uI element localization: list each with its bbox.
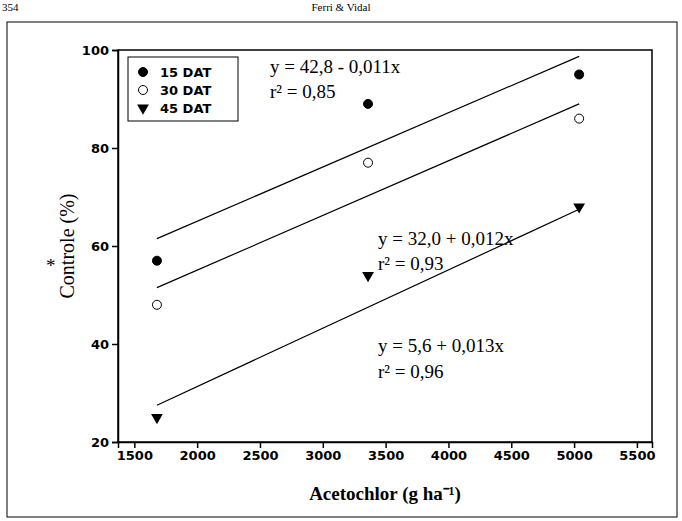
annotation: * <box>46 255 56 276</box>
x-tick: 5500 <box>619 442 655 463</box>
legend-label: 15 DAT <box>160 65 211 80</box>
marker <box>364 158 373 167</box>
marker <box>364 99 373 108</box>
x-tick-label: 2000 <box>180 448 216 463</box>
x-axis: 1500 2000 2500 3000 3500 4000 4500 5000 5500 <box>117 442 656 463</box>
y-tick-label: 80 <box>91 141 109 156</box>
x-tick-label: 4500 <box>494 448 530 463</box>
page-number: 354 <box>2 1 19 13</box>
x-tick-mark <box>574 442 576 448</box>
x-tick-label: 3000 <box>305 448 341 463</box>
x-tick: 5000 <box>557 442 593 463</box>
x-tick: 3500 <box>368 442 404 463</box>
x-axis-line <box>119 443 653 449</box>
y-tick: 80 <box>91 141 118 156</box>
x-tick-mark <box>197 442 199 448</box>
x-tick-mark <box>511 442 513 448</box>
legend-label: 45 DAT <box>160 101 211 116</box>
x-tick: 4000 <box>431 442 467 463</box>
y-tick-label: 20 <box>91 435 109 450</box>
legend-label: 30 DAT <box>160 83 211 98</box>
marker <box>362 272 374 282</box>
legend-box <box>128 57 238 121</box>
x-tick-label: 3500 <box>368 448 404 463</box>
annotation: y = 5,6 + 0,013x <box>378 335 504 356</box>
x-tick: 2000 <box>180 442 216 463</box>
y-tick-label: 60 <box>91 239 109 254</box>
y-axis-line <box>112 51 119 443</box>
legend: 15 DAT 30 DAT 45 DAT <box>128 57 238 121</box>
x-tick-mark <box>134 442 136 448</box>
y-tick-label: 100 <box>82 43 109 58</box>
y-tick: 20 <box>91 435 118 450</box>
chart-svg: 354 Ferri & Vidal 1500 2000 2500 3000 3500 4000… <box>0 0 682 521</box>
annotation: y = 42,8 - 0,011x <box>270 56 401 77</box>
annotation: r² = 0,85 <box>270 81 336 102</box>
x-tick-mark <box>385 442 387 448</box>
x-tick: 2500 <box>242 442 278 463</box>
y-tick-mark <box>112 442 118 444</box>
running-title: Ferri & Vidal <box>311 1 370 13</box>
y-axis: 20 40 60 80 100 <box>82 43 119 450</box>
fit-line <box>157 104 579 288</box>
x-tick-label: 5500 <box>619 448 655 463</box>
y-tick: 60 <box>91 239 118 254</box>
x-tick: 3000 <box>305 442 341 463</box>
figure-frame <box>7 22 677 517</box>
marker <box>139 86 148 95</box>
y-tick-mark <box>112 344 118 346</box>
x-tick-label: 2500 <box>242 448 278 463</box>
marker <box>137 105 149 115</box>
x-tick-label: 4000 <box>431 448 467 463</box>
x-tick-mark <box>637 442 639 448</box>
y-tick-label: 40 <box>91 337 109 352</box>
y-tick: 100 <box>82 43 118 58</box>
annotation: y = 32,0 + 0,012x <box>378 228 514 249</box>
marker <box>573 203 585 213</box>
marker <box>152 300 161 309</box>
x-axis-title: Acetochlor (g ha⁻¹) <box>309 483 461 505</box>
marker <box>151 414 163 424</box>
annotation: r² = 0,93 <box>378 253 444 274</box>
plot-frame <box>118 50 652 442</box>
fit-line <box>157 209 579 405</box>
marker <box>139 68 148 77</box>
x-tick: 4500 <box>494 442 530 463</box>
x-tick-label: 1500 <box>117 448 153 463</box>
marker <box>575 70 584 79</box>
y-tick-mark <box>112 50 118 52</box>
marker <box>575 114 584 123</box>
y-tick-mark <box>112 246 118 248</box>
y-tick-mark <box>112 148 118 150</box>
annotation: r² = 0,96 <box>378 361 444 382</box>
y-tick: 40 <box>91 337 118 352</box>
y-axis-title: Controle (%) <box>56 194 79 299</box>
x-tick-label: 5000 <box>557 448 593 463</box>
x-tick: 1500 <box>117 442 153 463</box>
x-tick-mark <box>260 442 262 448</box>
x-tick-mark <box>448 442 450 448</box>
x-tick-mark <box>323 442 325 448</box>
marker <box>152 256 161 265</box>
